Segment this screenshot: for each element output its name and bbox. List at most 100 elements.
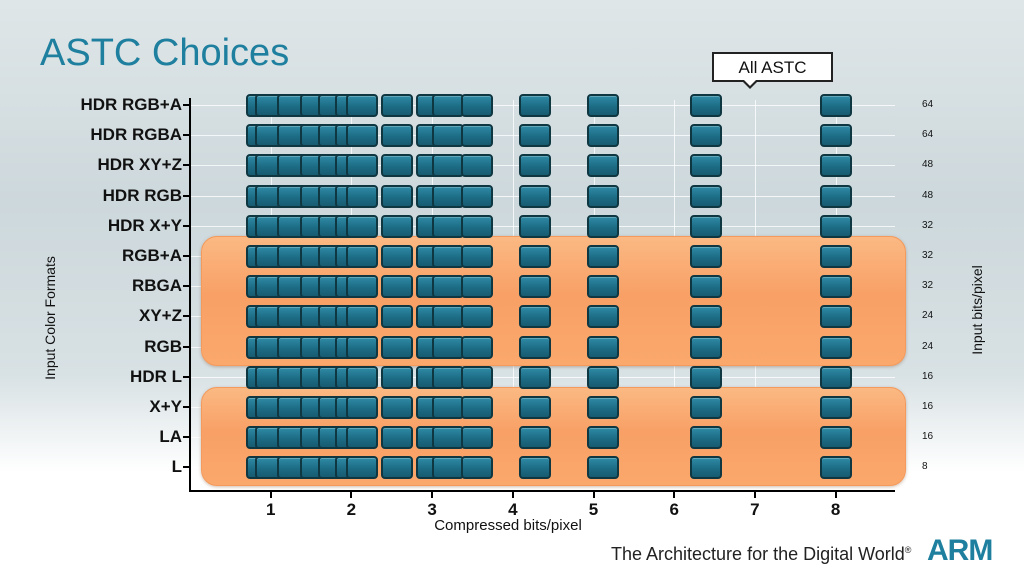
astc-block: [380, 426, 413, 450]
astc-block: [461, 456, 494, 480]
x-tick-label: 3: [427, 500, 437, 519]
astc-block: [819, 426, 852, 450]
astc-block: [432, 214, 465, 238]
input-bits-label: 8: [922, 461, 928, 473]
input-bits-label: 32: [922, 250, 934, 261]
astc-block: [432, 456, 465, 480]
astc-block: [690, 456, 723, 480]
astc-block: [345, 396, 378, 419]
astc-block: [587, 396, 620, 419]
x-tick: [834, 491, 837, 498]
astc-block: [461, 426, 494, 450]
x-tick-label: 1: [265, 500, 276, 519]
astc-block: [690, 214, 723, 238]
astc-block: [690, 426, 723, 450]
astc-block: [690, 184, 723, 208]
astc-block: [819, 396, 852, 419]
x-tick: [431, 491, 434, 498]
astc-block: [690, 396, 723, 419]
y-tick: [183, 315, 190, 318]
astc-block: [432, 396, 465, 419]
astc-block: [345, 124, 378, 148]
astc-block: [819, 335, 852, 359]
astc-block: [380, 94, 413, 117]
astc-block: [461, 365, 494, 389]
callout-pointer-fill: [743, 79, 757, 86]
arm-logo: ARM: [927, 534, 993, 567]
input-bits-label: 32: [922, 219, 934, 231]
astc-block: [345, 275, 378, 299]
astc-block: [587, 124, 620, 148]
callout-box: All ASTC: [712, 52, 833, 82]
astc-block: [518, 365, 551, 389]
astc-block: [380, 335, 413, 359]
y-tick: [183, 104, 190, 106]
astc-block: [518, 275, 551, 299]
astc-block: [380, 154, 413, 178]
astc-block: [819, 245, 852, 268]
x-tick: [269, 491, 272, 498]
astc-block: [819, 94, 852, 117]
y-axis-title: Input Color Formats: [42, 256, 58, 380]
y-axis-line: [189, 98, 191, 492]
input-bits-label: 32: [922, 280, 934, 292]
astc-block: [461, 214, 494, 238]
astc-block: [461, 124, 494, 148]
input-bits-label: 48: [922, 189, 934, 201]
astc-block: [690, 94, 723, 117]
astc-block: [518, 184, 551, 208]
row-label-l: L: [171, 457, 182, 477]
y-tick: [183, 345, 190, 348]
x-tick-label: 2: [346, 500, 357, 519]
y-tick: [183, 164, 190, 167]
astc-block: [345, 214, 378, 238]
astc-block: [461, 335, 494, 359]
astc-block: [432, 365, 465, 389]
astc-block: [587, 94, 620, 117]
row-label-hdr-rgb: HDR RGB: [102, 185, 182, 205]
astc-block: [587, 365, 620, 389]
astc-block: [587, 245, 620, 268]
astc-block: [345, 426, 378, 450]
astc-block: [690, 245, 723, 268]
input-bits-label: 64: [922, 99, 934, 110]
input-bits-label: 24: [922, 310, 934, 322]
y-tick: [183, 134, 190, 137]
astc-block: [461, 94, 494, 117]
astc-block: [819, 305, 852, 329]
astc-block: [432, 94, 465, 117]
x-tick: [511, 491, 514, 498]
astc-block: [518, 245, 551, 268]
x-tick: [753, 491, 756, 498]
astc-block: [819, 275, 852, 299]
input-bits-label: 64: [922, 129, 934, 141]
astc-block: [380, 305, 413, 329]
x-tick-label: 8: [830, 500, 841, 519]
row-label-rgb-a: RGB+A: [122, 246, 182, 265]
row-label-hdr-rgb-a: HDR RGB+A: [80, 95, 182, 114]
astc-block: [690, 365, 723, 389]
astc-block: [819, 365, 852, 389]
astc-block: [345, 335, 378, 359]
x-tick: [350, 491, 353, 498]
astc-block: [432, 245, 465, 268]
astc-block: [432, 184, 465, 208]
astc-block: [380, 456, 413, 480]
row-label-x-y: X+Y: [149, 397, 182, 416]
astc-block: [380, 214, 413, 238]
astc-block: [345, 365, 378, 389]
row-label-hdr-rgba: HDR RGBA: [90, 125, 182, 145]
astc-block: [518, 335, 551, 359]
y-tick: [183, 285, 190, 288]
astc-block: [819, 124, 852, 148]
astc-block: [461, 396, 494, 419]
astc-block: [819, 214, 852, 238]
astc-block: [518, 426, 551, 450]
astc-block: [461, 275, 494, 299]
astc-block: [345, 184, 378, 208]
astc-block: [345, 94, 378, 117]
astc-block: [518, 154, 551, 178]
astc-block: [690, 154, 723, 178]
secondary-y-axis-title: Input bits/pixel: [969, 265, 985, 355]
tagline-text: The Architecture for the Digital World: [611, 544, 905, 564]
